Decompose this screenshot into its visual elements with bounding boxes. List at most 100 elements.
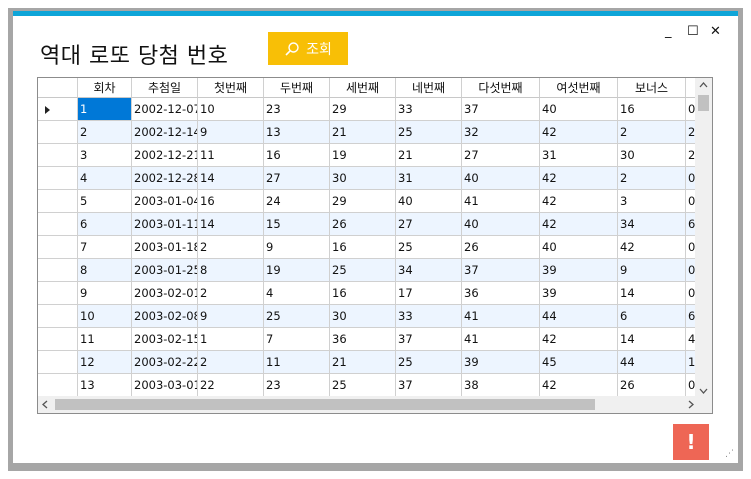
scroll-right-icon[interactable] bbox=[683, 396, 698, 413]
grid-cell[interactable]: 34 bbox=[618, 213, 686, 236]
horizontal-scrollbar[interactable] bbox=[38, 396, 698, 413]
scroll-left-icon[interactable] bbox=[38, 396, 53, 413]
column-header[interactable]: 여섯번째 bbox=[540, 78, 618, 98]
row-header[interactable] bbox=[38, 190, 78, 213]
grid-cell[interactable]: 8 bbox=[78, 259, 132, 282]
grid-cell[interactable]: 24 bbox=[264, 190, 330, 213]
grid-cell[interactable]: 38 bbox=[462, 374, 540, 397]
grid-cell[interactable]: 10 bbox=[198, 98, 264, 121]
resize-grip-icon[interactable]: ⋰ bbox=[725, 449, 734, 459]
grid-cell[interactable]: 39 bbox=[462, 351, 540, 374]
column-header[interactable]: 두번째 bbox=[264, 78, 330, 98]
grid-cell[interactable]: 13 bbox=[264, 121, 330, 144]
grid-cell[interactable]: 25 bbox=[264, 305, 330, 328]
grid-cell[interactable]: 42 bbox=[540, 190, 618, 213]
grid-cell[interactable]: 3 bbox=[78, 144, 132, 167]
minimize-button[interactable]: _ bbox=[665, 24, 672, 39]
grid-cell[interactable]: 2 bbox=[78, 121, 132, 144]
grid-cell[interactable]: 26 bbox=[618, 374, 686, 397]
grid-cell[interactable]: 42 bbox=[618, 236, 686, 259]
grid-cell[interactable]: 9 bbox=[264, 236, 330, 259]
grid-cell[interactable]: 11 bbox=[78, 328, 132, 351]
grid-cell[interactable]: 10 bbox=[78, 305, 132, 328]
grid-cell[interactable]: 11 bbox=[264, 351, 330, 374]
grid-cell[interactable]: 2 bbox=[618, 121, 686, 144]
grid-cell[interactable]: 42 bbox=[540, 328, 618, 351]
grid-cell[interactable]: 40 bbox=[462, 213, 540, 236]
row-header[interactable] bbox=[38, 282, 78, 305]
grid-cell[interactable]: 16 bbox=[330, 282, 396, 305]
grid-cell[interactable]: 2002-12-14 bbox=[132, 121, 198, 144]
grid-cell[interactable]: 2003-02-08 bbox=[132, 305, 198, 328]
grid-cell[interactable]: 42 bbox=[540, 374, 618, 397]
grid-cell[interactable]: 37 bbox=[396, 328, 462, 351]
grid-cell[interactable]: 27 bbox=[396, 213, 462, 236]
grid-cell[interactable]: 33 bbox=[396, 305, 462, 328]
row-header[interactable] bbox=[38, 98, 78, 121]
grid-cell[interactable]: 12 bbox=[78, 351, 132, 374]
grid-cell[interactable]: 15 bbox=[264, 213, 330, 236]
grid-cell[interactable]: 39 bbox=[540, 259, 618, 282]
grid-cell[interactable]: 30 bbox=[330, 305, 396, 328]
grid-cell[interactable]: 40 bbox=[462, 167, 540, 190]
grid-cell[interactable]: 25 bbox=[330, 259, 396, 282]
grid-cell[interactable]: 2003-01-11 bbox=[132, 213, 198, 236]
grid-cell[interactable]: 42 bbox=[540, 213, 618, 236]
grid-cell[interactable]: 36 bbox=[462, 282, 540, 305]
grid-cell[interactable]: 29 bbox=[330, 98, 396, 121]
scroll-down-icon[interactable] bbox=[695, 383, 712, 398]
grid-cell[interactable]: 1 bbox=[198, 328, 264, 351]
vertical-scrollbar[interactable] bbox=[695, 78, 712, 398]
grid-cell[interactable]: 16 bbox=[330, 236, 396, 259]
grid-cell[interactable]: 7 bbox=[264, 328, 330, 351]
grid-cell[interactable]: 16 bbox=[198, 190, 264, 213]
grid-cell[interactable]: 4 bbox=[264, 282, 330, 305]
grid-cell[interactable]: 41 bbox=[462, 305, 540, 328]
grid-cell[interactable]: 6 bbox=[78, 213, 132, 236]
grid-cell[interactable]: 21 bbox=[330, 351, 396, 374]
column-header[interactable]: 세번째 bbox=[330, 78, 396, 98]
row-header[interactable] bbox=[38, 259, 78, 282]
scroll-up-icon[interactable] bbox=[695, 78, 712, 93]
grid-cell[interactable]: 2003-02-01 bbox=[132, 282, 198, 305]
grid-cell[interactable]: 11 bbox=[198, 144, 264, 167]
grid-cell[interactable]: 13 bbox=[78, 374, 132, 397]
grid-cell[interactable]: 44 bbox=[540, 305, 618, 328]
grid-cell[interactable]: 2003-01-25 bbox=[132, 259, 198, 282]
grid-cell[interactable]: 32 bbox=[462, 121, 540, 144]
grid-cell[interactable]: 37 bbox=[396, 374, 462, 397]
grid-cell[interactable]: 31 bbox=[396, 167, 462, 190]
grid-cell[interactable]: 42 bbox=[540, 121, 618, 144]
grid-cell[interactable]: 23 bbox=[264, 374, 330, 397]
grid-cell[interactable]: 23 bbox=[264, 98, 330, 121]
grid-cell[interactable]: 14 bbox=[198, 167, 264, 190]
row-header[interactable] bbox=[38, 213, 78, 236]
grid-cell[interactable]: 44 bbox=[618, 351, 686, 374]
grid-cell[interactable]: 25 bbox=[396, 351, 462, 374]
grid-cell[interactable]: 21 bbox=[396, 144, 462, 167]
row-header[interactable] bbox=[38, 374, 78, 397]
grid-cell[interactable]: 6 bbox=[618, 305, 686, 328]
grid-cell[interactable]: 34 bbox=[396, 259, 462, 282]
grid-cell[interactable]: 14 bbox=[618, 282, 686, 305]
column-header[interactable]: 추첨일 bbox=[132, 78, 198, 98]
horizontal-scroll-thumb[interactable] bbox=[55, 399, 595, 410]
grid-cell[interactable]: 37 bbox=[462, 259, 540, 282]
row-header[interactable] bbox=[38, 328, 78, 351]
column-header[interactable]: 다섯번째 bbox=[462, 78, 540, 98]
grid-cell[interactable]: 1 bbox=[78, 98, 132, 121]
vertical-scroll-thumb[interactable] bbox=[698, 95, 709, 111]
grid-cell[interactable]: 7 bbox=[78, 236, 132, 259]
column-header[interactable]: 첫번째 bbox=[198, 78, 264, 98]
row-header[interactable] bbox=[38, 167, 78, 190]
grid-cell[interactable]: 40 bbox=[540, 236, 618, 259]
row-header[interactable] bbox=[38, 121, 78, 144]
row-header[interactable] bbox=[38, 144, 78, 167]
grid-cell[interactable]: 33 bbox=[396, 98, 462, 121]
grid-cell[interactable]: 22 bbox=[198, 374, 264, 397]
grid-cell[interactable]: 3 bbox=[618, 190, 686, 213]
lotto-data-grid[interactable]: 회차 추첨일 첫번째 두번째 세번째 네번째 다섯번째 여섯번째 보너스 1 2002-12-07… bbox=[37, 77, 713, 414]
grid-cell[interactable]: 14 bbox=[618, 328, 686, 351]
grid-cell[interactable]: 42 bbox=[540, 167, 618, 190]
grid-cell[interactable]: 5 bbox=[78, 190, 132, 213]
